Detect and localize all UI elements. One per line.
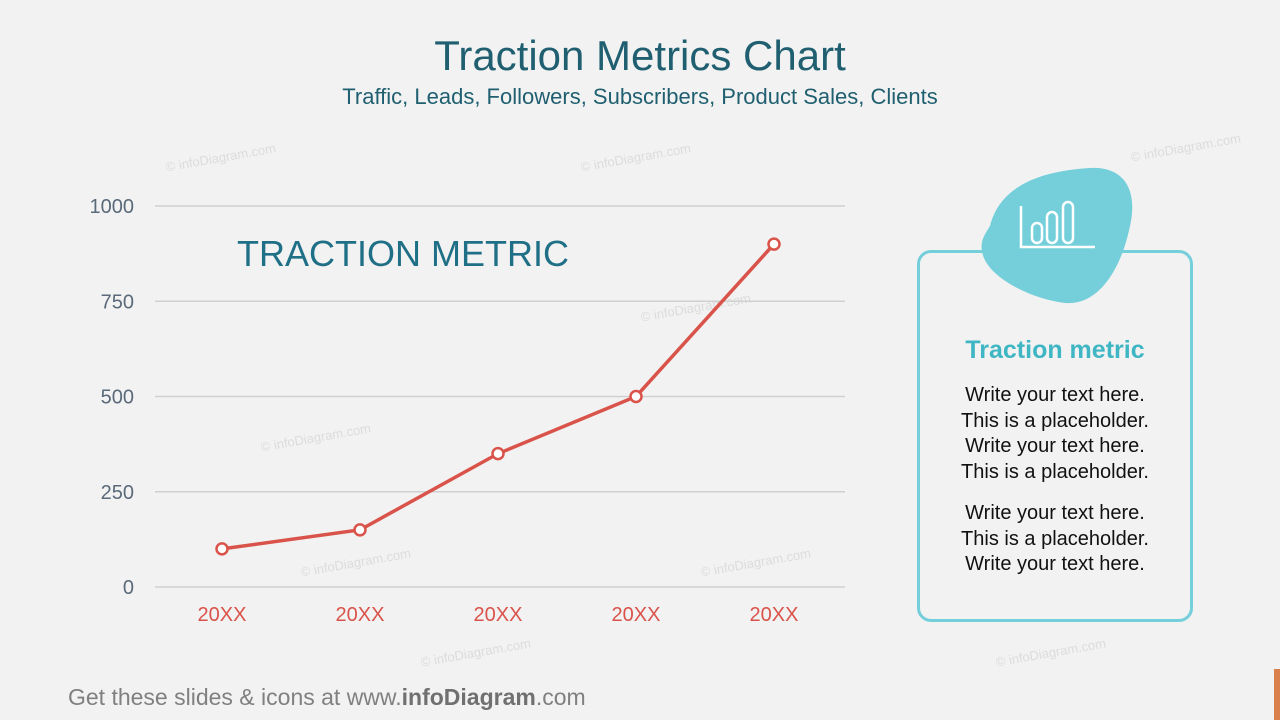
data-point: [629, 389, 643, 404]
card-line: This is a placeholder.: [961, 409, 1149, 432]
x-tick-label: 20XX: [474, 604, 523, 626]
x-tick-label: 20XX: [336, 604, 385, 626]
line-chart: TRACTION METRIC 0 250 500 750 1000 20XX 20XX 20…: [90, 196, 845, 626]
icon-blob: [981, 167, 1133, 304]
footer-suffix: .com: [535, 684, 586, 710]
card-line: Write your text here.: [965, 384, 1145, 406]
y-tick-label: 750: [101, 291, 134, 313]
chart-title: TRACTION METRIC: [237, 233, 569, 274]
page-title: Traction Metrics Chart: [434, 32, 846, 79]
x-tick-label: 20XX: [612, 604, 661, 626]
y-tick-label: 500: [101, 387, 134, 409]
card-line: This is a placeholder.: [961, 527, 1149, 550]
accent-bar: [1274, 669, 1280, 720]
data-point: [353, 523, 367, 537]
x-tick-label: 20XX: [750, 604, 799, 626]
card-paragraph-1: Write your text here. This is a placehol…: [917, 383, 1193, 485]
card-line: Write your text here.: [965, 553, 1145, 575]
footer-prefix: Get these slides & icons at www.: [68, 684, 402, 710]
card-line: Write your text here.: [965, 435, 1145, 457]
data-point: [491, 446, 505, 461]
bar-chart-icon: [1019, 200, 1095, 249]
card-line: Write your text here.: [965, 502, 1145, 524]
page-subtitle: Traffic, Leads, Followers, Subscribers, …: [342, 84, 938, 109]
y-tick-label: 0: [123, 577, 134, 599]
data-point: [767, 237, 781, 251]
footer-brand: infoDiagram: [401, 684, 536, 710]
footer[interactable]: Get these slides & icons at www.infoDiag…: [68, 684, 586, 711]
card-title: Traction metric: [965, 336, 1145, 364]
y-tick-label: 250: [101, 482, 134, 504]
data-point: [215, 542, 229, 556]
card-paragraph-2: Write your text here. This is a placehol…: [917, 501, 1193, 578]
watermark: © infoDiagram.com: [1129, 130, 1242, 165]
y-tick-label: 1000: [90, 196, 135, 218]
x-tick-label: 20XX: [198, 604, 247, 626]
card-line: This is a placeholder.: [961, 460, 1149, 483]
watermark: © infoDiagram.com: [994, 635, 1107, 670]
